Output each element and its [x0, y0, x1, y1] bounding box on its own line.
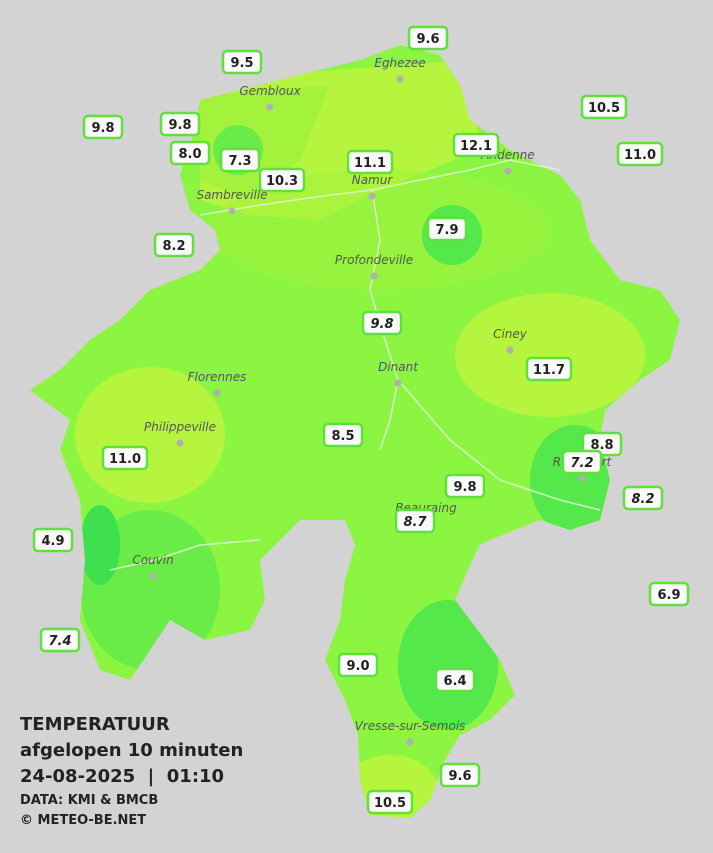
- station-box: [346, 149, 394, 175]
- station-box: [434, 667, 476, 693]
- legend-copyright: © METEO-BE.NET: [20, 813, 146, 828]
- city-label: Vresse-sur-Semois: [355, 719, 466, 733]
- city-label: Couvin: [132, 553, 173, 567]
- station-value: 11.0: [624, 148, 656, 163]
- station-value: 8.7: [403, 515, 427, 530]
- cool-zone: [80, 505, 120, 585]
- station-box: [337, 652, 379, 678]
- city-label: Sambreville: [196, 188, 267, 202]
- legend-title: TEMPERATUUR: [20, 714, 170, 735]
- station-value: 11.7: [533, 363, 565, 378]
- station-box: [153, 232, 195, 258]
- cool-zone: [398, 600, 498, 730]
- station-value: 9.8: [168, 118, 191, 133]
- station-value: 8.8: [590, 438, 613, 453]
- city-label: Namur: [352, 173, 394, 187]
- station-value: 11.1: [354, 156, 386, 171]
- station-value: 6.4: [443, 674, 466, 689]
- city-dot: [266, 103, 274, 111]
- city-dot: [504, 167, 512, 175]
- station-value: 8.5: [331, 429, 354, 444]
- legend-source: DATA: KMI & BMCB: [20, 793, 158, 808]
- station-box: [258, 167, 306, 193]
- station-value: 9.8: [91, 121, 114, 136]
- city-label: Dinant: [378, 360, 419, 374]
- station-box: [101, 445, 149, 471]
- station-value: 9.5: [230, 56, 253, 71]
- station-box: [322, 422, 364, 448]
- station-box: [648, 581, 690, 607]
- station-box: [561, 449, 603, 475]
- station-box: [32, 527, 74, 553]
- station-box: [366, 789, 414, 815]
- station-value: 10.5: [588, 101, 620, 116]
- station-box: [426, 216, 468, 242]
- station-box: [219, 147, 261, 173]
- city-dot: [149, 572, 157, 580]
- station-value: 7.4: [48, 634, 71, 649]
- station-box: [82, 114, 124, 140]
- city-label: Eghezee: [374, 56, 425, 70]
- station-value: 12.1: [460, 139, 492, 154]
- station-value: 10.3: [266, 174, 298, 189]
- station-box: [622, 485, 664, 511]
- station-value: 4.9: [41, 534, 64, 549]
- station-box: [580, 94, 628, 120]
- station-value: 8.0: [178, 147, 201, 162]
- city-label: Profondeville: [335, 253, 413, 267]
- station-value: 7.2: [570, 456, 593, 471]
- station-value: 9.0: [346, 659, 369, 674]
- station-value: 9.6: [416, 32, 439, 47]
- station-box: [39, 627, 81, 653]
- city-dot: [176, 439, 184, 447]
- city-dot: [396, 75, 404, 83]
- city-dot: [370, 272, 378, 280]
- city-dot: [228, 207, 236, 215]
- legend-datetime: 24-08-2025 | 01:10: [20, 766, 224, 787]
- station-value: 9.6: [448, 769, 471, 784]
- warm-zone: [455, 293, 645, 417]
- city-dot: [406, 738, 414, 746]
- station-value: 7.3: [228, 154, 251, 169]
- warm-zone: [75, 367, 225, 503]
- station-box: [221, 49, 263, 75]
- city-label: Florennes: [188, 370, 247, 384]
- station-value: 10.5: [374, 796, 406, 811]
- city-dot: [578, 474, 586, 482]
- stations: 9.6 9.5 10.5 9.8 9.8 8.0 7.3 10.3 11.1 12.1 11.0 8.…: [32, 25, 690, 815]
- rivers: [109, 159, 601, 571]
- station-box: [394, 508, 436, 534]
- station-box: [616, 141, 664, 167]
- station-box: [439, 762, 481, 788]
- legend-subtitle: afgelopen 10 minuten: [20, 740, 243, 761]
- station-value: 6.9: [657, 588, 680, 603]
- station-value: 8.2: [162, 239, 185, 254]
- station-value: 9.8: [370, 317, 393, 332]
- city-label: Gembloux: [239, 84, 301, 98]
- city-dot: [213, 389, 221, 397]
- station-box: [525, 356, 573, 382]
- station-box: [159, 111, 201, 137]
- station-box: [169, 140, 211, 166]
- station-box: [452, 132, 500, 158]
- city-dot: [394, 379, 402, 387]
- city-dot: [506, 346, 514, 354]
- station-value: 8.2: [631, 492, 654, 507]
- legend: TEMPERATUUR afgelopen 10 minuten 24-08-2…: [20, 714, 243, 828]
- city-dot: [368, 192, 376, 200]
- station-box: [444, 473, 486, 499]
- station-box: [361, 310, 403, 336]
- station-value: 11.0: [109, 452, 141, 467]
- city-label: Ciney: [493, 327, 528, 341]
- station-value: 7.9: [435, 223, 458, 238]
- station-box: [407, 25, 449, 51]
- city-label: Philippeville: [144, 420, 216, 434]
- station-value: 9.8: [453, 480, 476, 495]
